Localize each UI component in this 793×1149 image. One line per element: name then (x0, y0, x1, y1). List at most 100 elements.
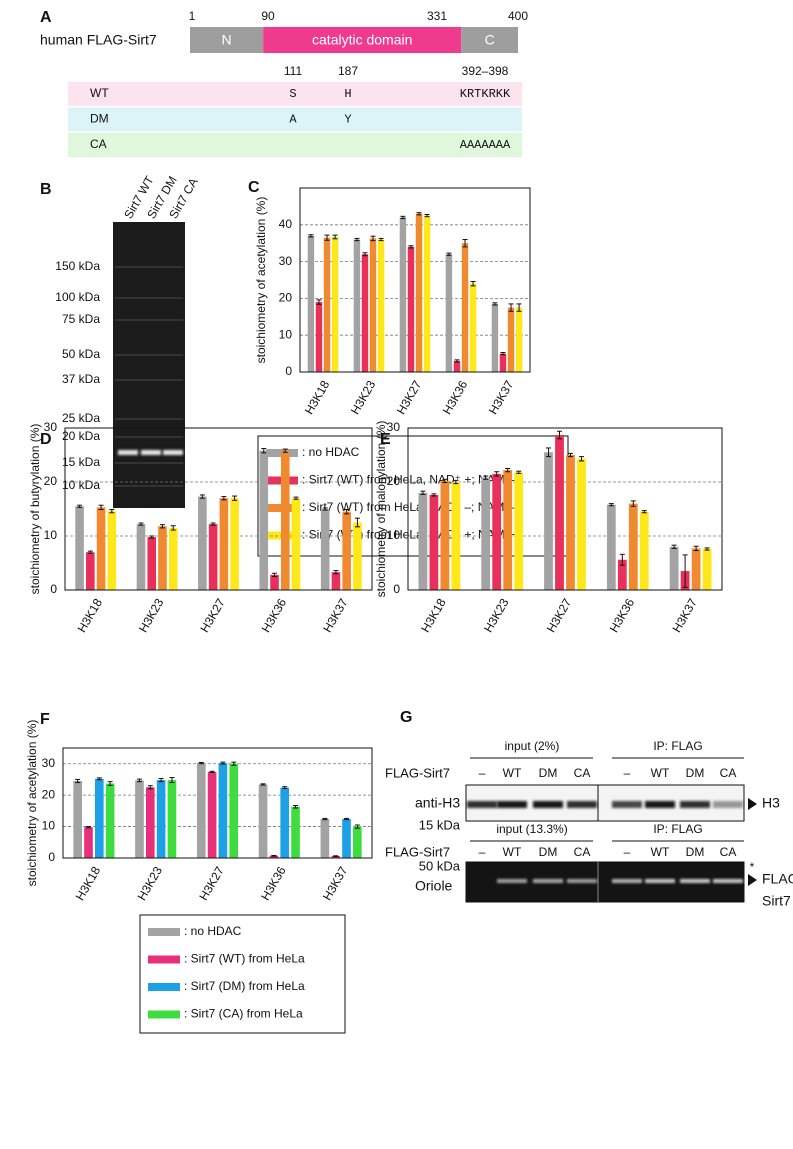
bar (429, 494, 439, 590)
band-label: Sirt7 (762, 893, 791, 909)
protein-name: human FLAG-Sirt7 (40, 32, 157, 48)
blot-band (612, 801, 642, 808)
error-bar (158, 777, 164, 783)
blot-band (497, 801, 527, 808)
bar (259, 450, 269, 590)
bar (145, 787, 155, 858)
error-bar (170, 525, 176, 531)
error-bar (293, 805, 299, 809)
bar (218, 763, 228, 858)
error-bar (508, 303, 514, 312)
ladder-band (115, 436, 183, 438)
x-tick-label: H3K18 (73, 864, 104, 903)
error-bar (198, 761, 204, 765)
blot-band (533, 801, 563, 808)
bar (440, 480, 450, 590)
bar (147, 537, 157, 590)
legend-label: : no HDAC (184, 924, 242, 938)
marker-label: 37 kDa (62, 372, 100, 386)
bar (196, 763, 206, 858)
bar (320, 819, 330, 858)
bar (158, 526, 167, 590)
panel-letter: A (40, 9, 52, 26)
lane-label: WT (651, 766, 670, 780)
error-bar (209, 770, 215, 774)
y-tick-label: 20 (279, 291, 293, 305)
error-bar (354, 517, 360, 528)
lane-label: CA (574, 845, 591, 859)
error-bar (500, 351, 506, 356)
bar (75, 506, 84, 590)
error-bar (424, 213, 430, 218)
bar (407, 246, 415, 372)
bar (352, 826, 362, 858)
error-bar (505, 468, 511, 473)
legend-label: : Sirt7 (WT) from HeLa (184, 952, 305, 966)
error-bar (136, 778, 142, 783)
bar (515, 307, 523, 372)
blot-band (680, 879, 710, 883)
ladder-band (115, 354, 183, 356)
error-bar (578, 456, 584, 462)
bar (491, 303, 499, 372)
ladder-band (115, 418, 183, 420)
error-bar (324, 234, 330, 241)
panel-letter: B (40, 181, 52, 198)
bar (566, 455, 575, 590)
domain-label: C (485, 32, 495, 48)
residue: KRTKRKK (460, 87, 511, 101)
bar (270, 574, 279, 590)
plot-frame (64, 427, 373, 591)
stain-label: anti-H3 (415, 795, 460, 811)
error-bar (408, 245, 414, 249)
bar (107, 511, 117, 590)
panel-letter: E (380, 431, 391, 448)
x-tick-label: H3K36 (259, 596, 290, 635)
gel-band (163, 450, 183, 455)
error-bar (261, 448, 267, 454)
lane-label: CA (720, 845, 737, 859)
error-bar (370, 235, 376, 242)
bar (555, 435, 564, 590)
y-tick-label: 40 (279, 217, 293, 231)
x-tick-label: H3K23 (348, 378, 379, 417)
y-tick-label: 20 (387, 474, 401, 488)
band-label: H3 (762, 795, 780, 811)
row-label: CA (90, 137, 107, 151)
y-axis-label: stoichiometry of malonylation (%) (374, 421, 388, 598)
position-label: 400 (508, 9, 528, 23)
bar (669, 546, 679, 590)
y-axis-label: stoichiometry of acetylation (%) (25, 720, 39, 887)
bar (507, 307, 515, 372)
domain (263, 27, 462, 53)
lane-label: – (479, 845, 486, 859)
bar (207, 771, 217, 858)
x-tick-label: H3K23 (481, 596, 512, 635)
bar (445, 254, 453, 372)
bar (544, 452, 553, 590)
bar (451, 482, 461, 590)
marker-label: 20 kDa (62, 429, 100, 443)
legend-label: : Sirt7 (WT) from HeLa, NAD⁺ +; NAM – (302, 473, 515, 487)
error-bar (282, 786, 288, 790)
lane-label: – (624, 845, 631, 859)
error-bar (332, 234, 338, 240)
error-bar (322, 817, 328, 821)
blot-band (533, 879, 563, 883)
error-bar (344, 817, 350, 821)
plot-frame (62, 747, 373, 859)
y-tick-label: 20 (42, 787, 56, 801)
error-bar (77, 504, 83, 508)
bar (331, 236, 339, 372)
bar (156, 780, 166, 858)
error-bar (109, 509, 115, 514)
x-tick-label: H3K27 (197, 596, 228, 635)
marker-label: 50 kDa (62, 347, 100, 361)
error-bar (546, 447, 552, 458)
x-tick-label: H3K18 (75, 596, 106, 635)
y-tick-label: 10 (44, 528, 58, 542)
x-tick-label: H3K18 (418, 596, 449, 635)
group-label: IP: FLAG (653, 739, 702, 753)
error-bar (470, 280, 476, 287)
